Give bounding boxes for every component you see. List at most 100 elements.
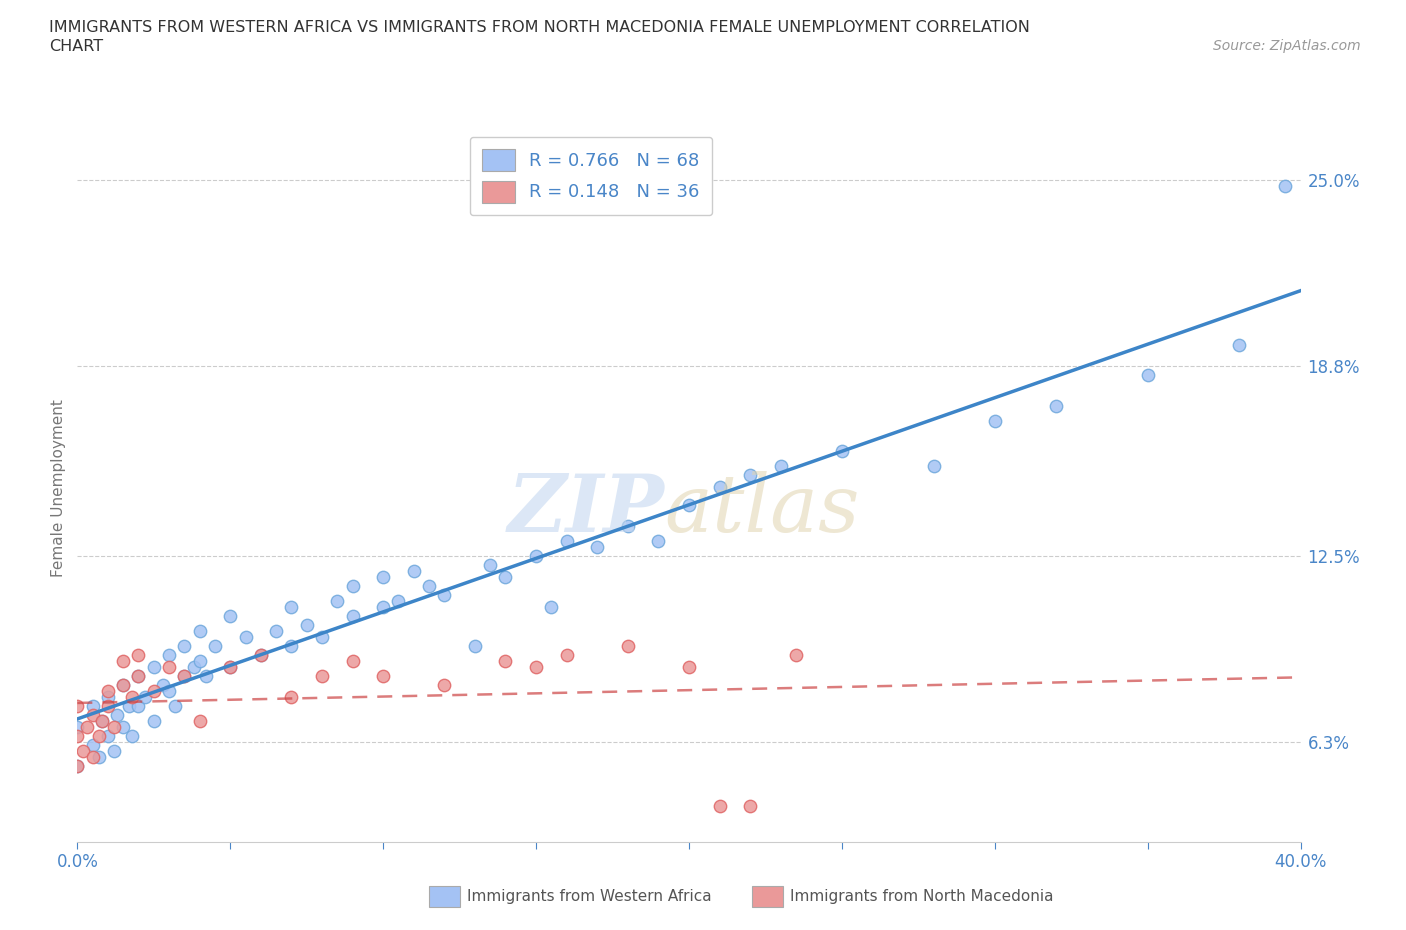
Point <box>219 659 242 674</box>
Point <box>76 720 98 735</box>
Point <box>311 630 333 644</box>
Text: Source: ZipAtlas.com: Source: ZipAtlas.com <box>1213 39 1361 53</box>
Point <box>540 600 562 615</box>
Point <box>87 729 110 744</box>
Point <box>157 684 180 698</box>
Point <box>495 569 517 584</box>
Text: Immigrants from North Macedonia: Immigrants from North Macedonia <box>790 889 1053 904</box>
Point <box>371 600 394 615</box>
Point <box>72 744 94 759</box>
Point <box>387 593 409 608</box>
Point <box>1274 179 1296 193</box>
Point <box>128 669 150 684</box>
Point <box>311 669 333 684</box>
Point <box>121 729 143 744</box>
Point <box>112 678 135 693</box>
Point <box>524 659 547 674</box>
Point <box>617 518 640 533</box>
Point <box>555 534 578 549</box>
Point <box>922 458 945 473</box>
Point <box>103 720 125 735</box>
Point <box>1045 398 1067 413</box>
Point <box>740 467 762 482</box>
Text: CHART: CHART <box>49 39 103 54</box>
Text: IMMIGRANTS FROM WESTERN AFRICA VS IMMIGRANTS FROM NORTH MACEDONIA FEMALE UNEMPLO: IMMIGRANTS FROM WESTERN AFRICA VS IMMIGR… <box>49 20 1031 35</box>
Point <box>66 729 89 744</box>
Point <box>82 708 104 723</box>
Point <box>121 690 143 705</box>
Point <box>128 669 150 684</box>
Point <box>82 698 104 713</box>
Point <box>66 759 89 774</box>
Point <box>264 624 287 639</box>
Text: ZIP: ZIP <box>508 471 665 548</box>
Point <box>128 698 150 713</box>
Point <box>235 630 257 644</box>
Point <box>647 534 669 549</box>
Point <box>112 654 135 669</box>
Point <box>66 698 89 713</box>
Point <box>617 639 640 654</box>
Point <box>1136 368 1159 383</box>
Point <box>250 647 273 662</box>
Point <box>188 714 211 729</box>
Point <box>128 647 150 662</box>
Point <box>97 684 120 698</box>
Point <box>97 729 120 744</box>
Point <box>678 659 700 674</box>
Point <box>342 654 364 669</box>
Point <box>142 684 165 698</box>
Point <box>183 659 205 674</box>
Point <box>464 639 486 654</box>
Point <box>402 564 425 578</box>
Point <box>173 669 195 684</box>
Legend: R = 0.766   N = 68, R = 0.148   N = 36: R = 0.766 N = 68, R = 0.148 N = 36 <box>470 137 713 215</box>
Point <box>740 798 762 813</box>
Text: atlas: atlas <box>665 471 860 548</box>
Point <box>433 678 456 693</box>
Point <box>82 738 104 753</box>
Point <box>326 593 349 608</box>
Point <box>524 549 547 564</box>
Point <box>97 698 120 713</box>
Point <box>785 647 807 662</box>
Text: Immigrants from Western Africa: Immigrants from Western Africa <box>467 889 711 904</box>
Point <box>134 690 156 705</box>
Point <box>157 659 180 674</box>
Point <box>678 498 700 512</box>
Point <box>165 698 187 713</box>
Point <box>105 708 128 723</box>
Point <box>112 720 135 735</box>
Point <box>152 678 174 693</box>
Point <box>586 539 609 554</box>
Point <box>90 714 112 729</box>
Point <box>142 659 165 674</box>
Point <box>280 690 302 705</box>
Point <box>418 578 440 593</box>
Point <box>118 698 141 713</box>
Point <box>295 618 318 632</box>
Point <box>66 759 89 774</box>
Point <box>479 557 502 572</box>
Point <box>103 744 125 759</box>
Point <box>342 608 364 623</box>
Point <box>82 750 104 764</box>
Point <box>219 659 242 674</box>
Point <box>188 624 211 639</box>
Point <box>371 569 394 584</box>
Point <box>371 669 394 684</box>
Point <box>66 720 89 735</box>
Point <box>280 639 302 654</box>
Point <box>769 458 792 473</box>
Point <box>709 798 731 813</box>
Point <box>555 647 578 662</box>
Point <box>157 647 180 662</box>
Point <box>1229 338 1251 352</box>
Point <box>204 639 226 654</box>
Point <box>173 639 195 654</box>
Point <box>97 690 120 705</box>
Point <box>90 714 112 729</box>
Point <box>433 588 456 603</box>
Point <box>984 413 1007 428</box>
Point <box>87 750 110 764</box>
